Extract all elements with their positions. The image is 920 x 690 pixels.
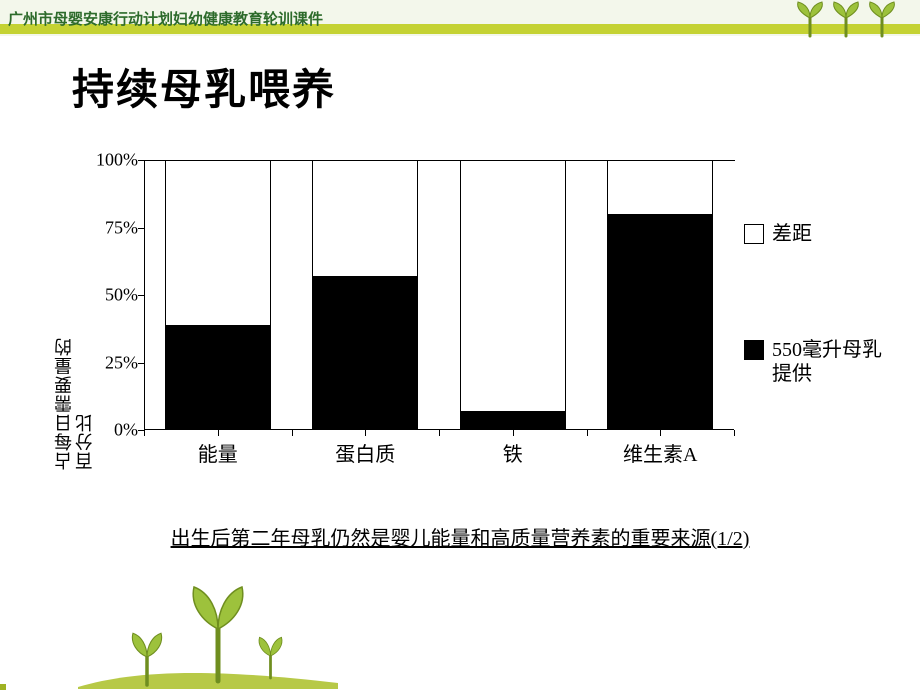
corner-accent [0, 684, 6, 690]
y-axis-title: 占每日需要量的百分比 [54, 330, 74, 470]
legend-swatch-gap [744, 224, 764, 244]
legend-label-provided: 550毫升母乳提供 [772, 338, 894, 386]
y-tick-label: 75% [88, 217, 138, 238]
sprout-icon-bottom [78, 569, 338, 690]
header-bar: 广州市母婴安康行动计划妇幼健康教育轮训课件 [0, 0, 920, 36]
y-tick-label: 25% [88, 352, 138, 373]
bar-segment-provided [607, 214, 713, 430]
legend-swatch-provided [744, 340, 764, 360]
bar-segment-provided [165, 325, 271, 430]
caption: 出生后第二年母乳仍然是婴儿能量和高质量营养素的重要来源(1/2) [0, 522, 920, 551]
slide-title: 持续母乳喂养 [72, 56, 336, 117]
bar-column [312, 160, 418, 430]
slide: 广州市母婴安康行动计划妇幼健康教育轮训课件 [0, 0, 920, 690]
x-axis-label: 能量 [198, 438, 238, 467]
bar-column [607, 160, 713, 430]
legend-item-gap: 差距 [744, 222, 812, 246]
x-axis-label: 铁 [503, 438, 523, 467]
header-text: 广州市母婴安康行动计划妇幼健康教育轮训课件 [8, 8, 323, 29]
bar-column [460, 160, 566, 430]
bar-segment-gap [460, 160, 566, 430]
bar-segment-provided [460, 411, 566, 430]
y-tick-label: 100% [88, 150, 138, 171]
legend-label-gap: 差距 [772, 222, 812, 246]
x-axis-label: 维生素A [623, 438, 697, 467]
y-tick-label: 50% [88, 285, 138, 306]
legend-item-provided: 550毫升母乳提供 [744, 338, 894, 386]
plot-area: 0%25%50%75%100% [144, 160, 734, 430]
bar-chart: 占每日需要量的百分比 0%25%50%75%100% 差距 550毫升母乳提供 … [40, 160, 890, 470]
sprout-icon-top [792, 0, 902, 38]
x-axis-label: 蛋白质 [335, 438, 395, 467]
bar-segment-provided [312, 276, 418, 430]
bar-column [165, 160, 271, 430]
y-tick-label: 0% [88, 420, 138, 441]
